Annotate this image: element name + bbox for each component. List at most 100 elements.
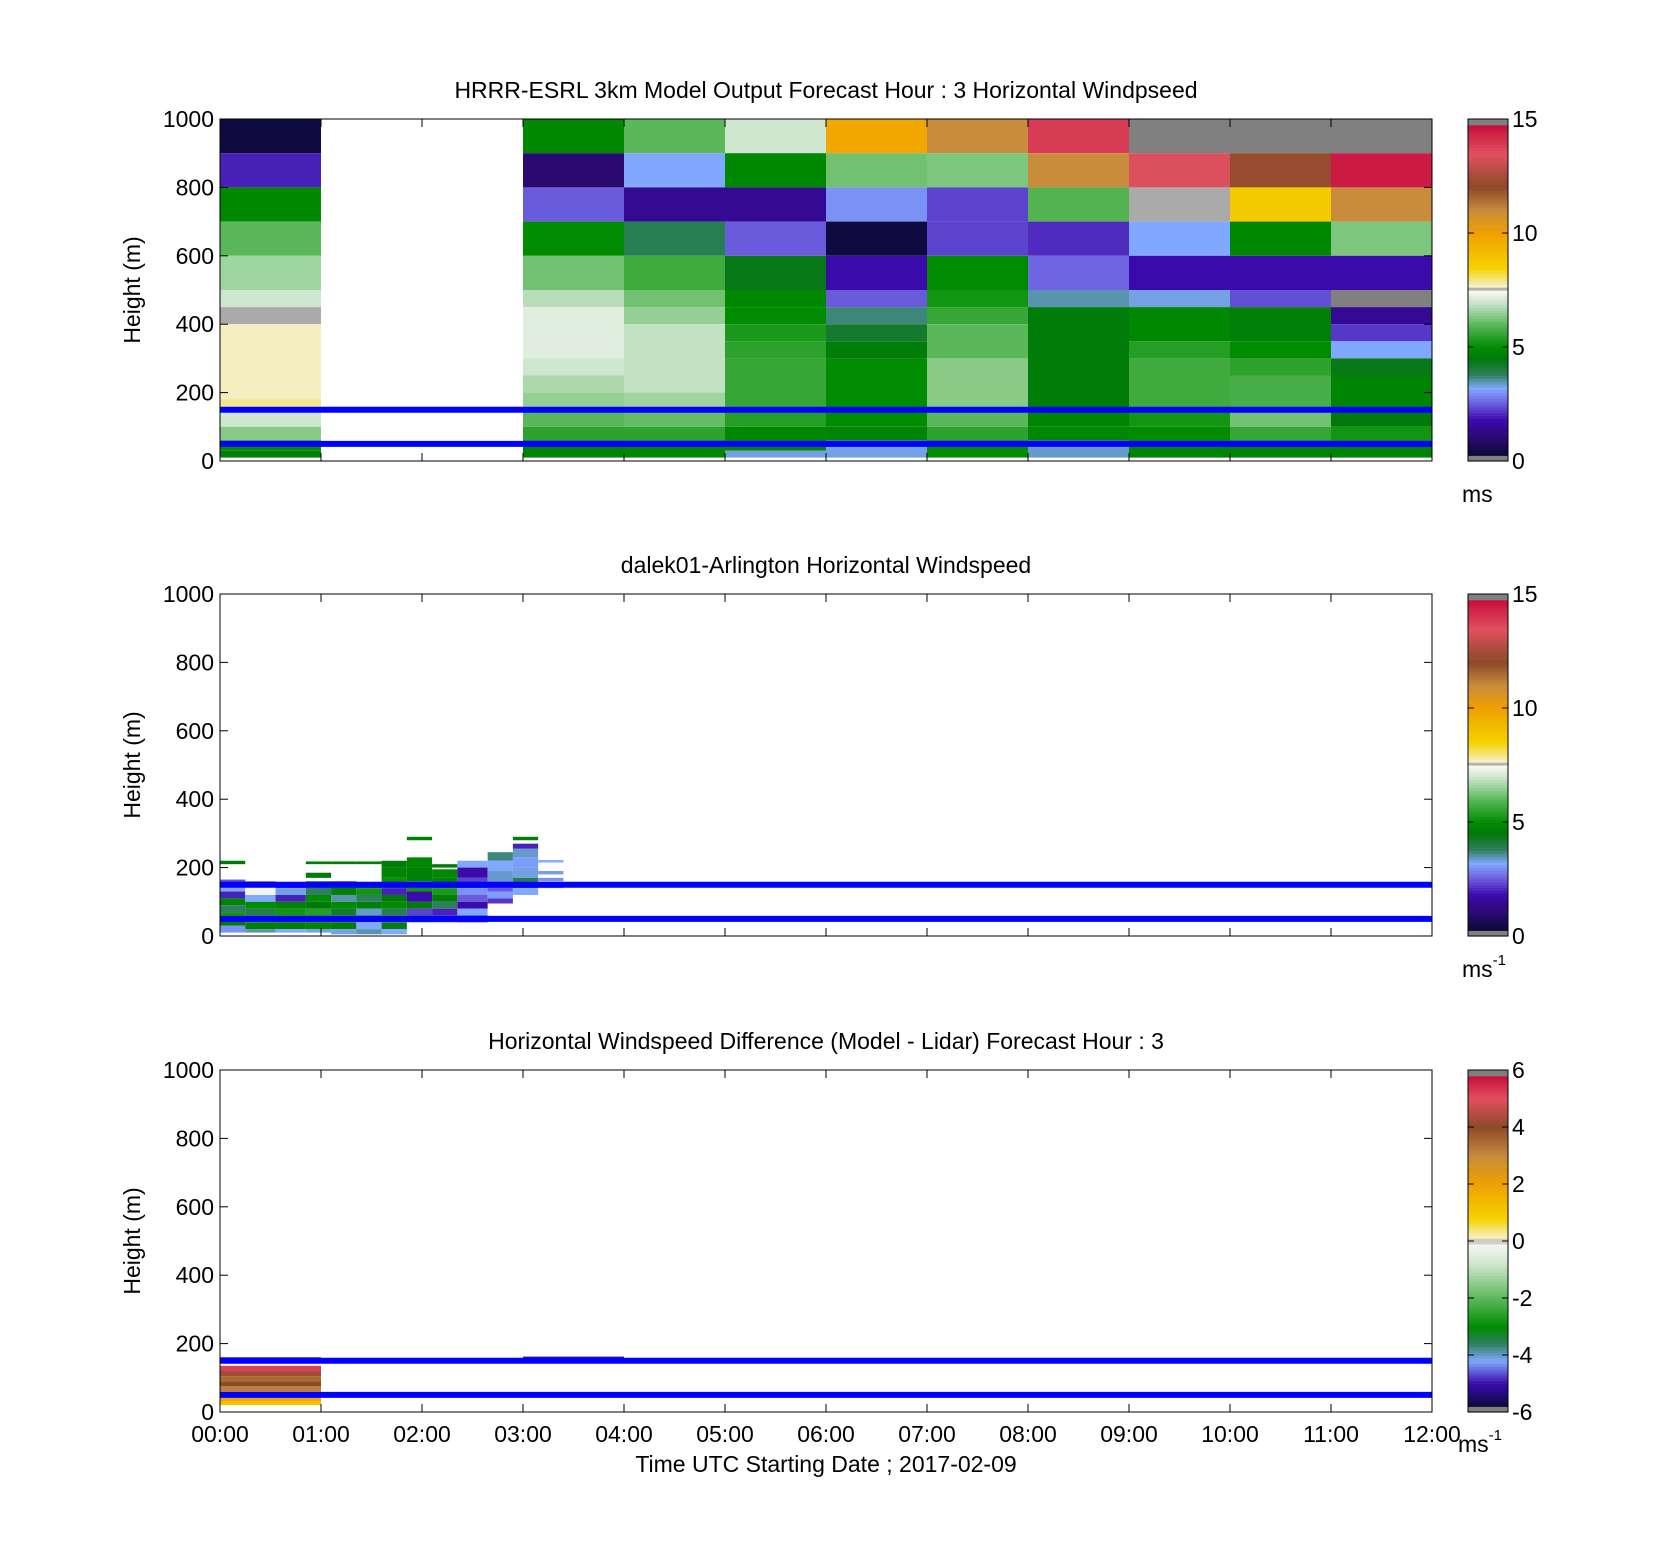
colorbar-swatch [1468, 1392, 1508, 1396]
colorbar-swatch [1468, 719, 1508, 723]
colorbar-swatch [1468, 1323, 1508, 1328]
colorbar-tick-label: 0 [1512, 448, 1525, 474]
colorbar-swatch [1468, 682, 1508, 686]
colorbar-swatch [1468, 384, 1508, 388]
colorbar-swatch [1468, 1209, 1508, 1214]
heatmap-cell [624, 153, 725, 188]
colorbar-swatch [1468, 358, 1508, 362]
colorbar-swatch [1468, 1295, 1508, 1299]
heatmap-cell [381, 908, 407, 916]
colorbar-swatch [1468, 1098, 1508, 1102]
colorbar-swatch [1468, 1118, 1508, 1122]
heatmap-cell [220, 1386, 321, 1392]
colorbar-swatch [1468, 599, 1508, 604]
colorbar: 0 5 10 15 ms [1462, 106, 1538, 507]
heatmap-cell [220, 1376, 321, 1382]
heatmap-cell [1230, 426, 1331, 441]
colorbar-swatch [1468, 1326, 1508, 1330]
colorbar-swatch [1468, 753, 1508, 758]
colorbar-swatch [1468, 438, 1508, 442]
heatmap-cell [624, 426, 725, 441]
colorbar-swatch [1468, 443, 1508, 448]
heatmap-cell [725, 358, 826, 410]
heatmap-cell [1331, 375, 1432, 410]
heatmap-cell [624, 392, 725, 410]
colorbar-swatch [1468, 210, 1508, 214]
heatmap-cell [512, 857, 539, 868]
heatmap-cell [1028, 307, 1129, 410]
colorbar-swatch [1468, 389, 1508, 394]
colorbar-swatch [1468, 150, 1508, 154]
colorbar-swatch [1468, 804, 1508, 809]
heatmap-cell [927, 187, 1028, 222]
x-tick-label: 03:00 [494, 1421, 552, 1447]
colorbar-swatch [1468, 1229, 1508, 1234]
heatmap-cell [245, 884, 276, 895]
heatmap-cell [220, 409, 321, 427]
colorbar-swatch [1468, 381, 1508, 385]
heatmap-cell [725, 426, 826, 451]
heatmap-cell [220, 255, 321, 290]
colorbar-swatch [1468, 933, 1508, 937]
colorbar-swatch [1468, 693, 1508, 698]
colorbar-swatch [1468, 267, 1508, 271]
colorbar-swatch [1468, 867, 1508, 872]
colorbar-swatch [1468, 1363, 1508, 1367]
colorbar-swatch [1468, 204, 1508, 208]
colorbar-swatch [1468, 813, 1508, 817]
colorbar-swatch [1468, 161, 1508, 166]
heatmap-cell [725, 307, 826, 325]
colorbar-swatch [1468, 856, 1508, 860]
heatmap-cell [406, 891, 433, 902]
colorbar-swatch [1468, 633, 1508, 638]
colorbar-swatch [1468, 916, 1508, 920]
colorbar-swatch [1468, 1155, 1508, 1159]
colorbar-swatch [1468, 1346, 1508, 1350]
heatmap-cell [331, 908, 357, 916]
colorbar-unit-label: ms [1462, 481, 1493, 507]
colorbar-swatch [1468, 1243, 1508, 1248]
heatmap-cell [1129, 307, 1230, 342]
colorbar-tick-label: 0 [1512, 1228, 1525, 1254]
heatmap-cell [1129, 358, 1230, 410]
heatmap-cell [725, 450, 826, 458]
colorbar-swatch [1468, 1366, 1508, 1370]
colorbar-swatch [1468, 1203, 1508, 1208]
colorbar-swatch [1468, 850, 1508, 854]
colorbar-unit: ms [1462, 956, 1493, 982]
heatmap-cell [381, 922, 407, 930]
colorbar-swatch [1468, 676, 1508, 681]
colorbar-swatch [1468, 787, 1508, 792]
heatmap-cell [220, 187, 321, 222]
colorbar-frame [1467, 593, 1509, 937]
colorbar-swatch [1468, 1298, 1508, 1302]
x-tick-label: 07:00 [898, 1421, 956, 1447]
colorbar-swatch [1468, 1158, 1508, 1162]
heatmap-cell [826, 187, 927, 222]
colorbar-swatch [1468, 395, 1508, 399]
colorbar-swatch [1468, 1394, 1508, 1399]
colorbar-swatch [1468, 215, 1508, 220]
heatmap-cell [220, 1370, 321, 1377]
heatmap-cell [523, 187, 624, 222]
colorbar-swatch [1468, 1149, 1508, 1154]
colorbar-swatch [1468, 329, 1508, 334]
colorbar-swatch [1468, 773, 1508, 777]
colorbar-swatch [1468, 927, 1508, 931]
heatmap-cell [538, 877, 564, 882]
colorbar-swatch [1468, 1189, 1508, 1194]
colorbar-swatch [1468, 1144, 1508, 1148]
heatmap-cell [220, 891, 246, 899]
colorbar-swatch [1468, 782, 1508, 786]
heatmap-cell [356, 894, 382, 902]
colorbar-swatch [1468, 1215, 1508, 1219]
heatmap-cell [457, 901, 488, 909]
colorbar-swatch [1468, 404, 1508, 408]
heatmap-cell [245, 901, 276, 909]
heatmap-cell [220, 399, 321, 410]
panel-3: Horizontal Windspeed Difference (Model -… [119, 1028, 1533, 1477]
colorbar-swatch [1468, 1161, 1508, 1165]
x-tick-label: 04:00 [595, 1421, 653, 1447]
heatmap-cell [220, 860, 246, 865]
